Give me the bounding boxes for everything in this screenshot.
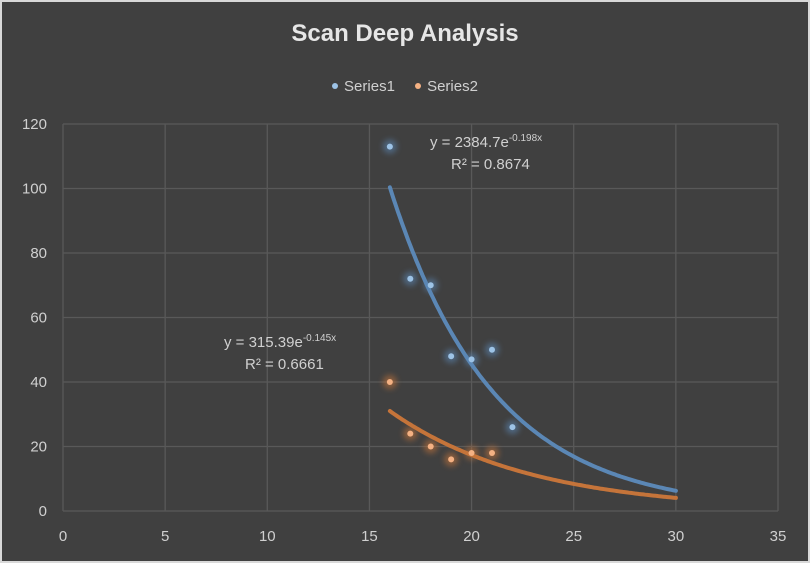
svg-text:0: 0 [59,528,67,545]
svg-text:120: 120 [22,116,47,133]
svg-text:0: 0 [39,503,47,520]
trendline-label-series1: y = 2384.7e-0.198x R² = 0.8674 [430,133,542,173]
series1-marker-icon [332,83,339,89]
svg-text:10: 10 [259,528,276,545]
legend-item-series1: Series1 [332,78,395,95]
svg-text:y = 2384.7e-0.198x: y = 2384.7e-0.198x [430,133,542,151]
svg-text:30: 30 [668,528,685,545]
svg-text:35: 35 [770,528,787,545]
x-axis-ticks: 0 5 10 15 20 25 30 35 [59,528,787,545]
svg-text:40: 40 [30,374,47,391]
chart-title: Scan Deep Analysis [291,20,519,47]
svg-text:80: 80 [30,245,47,262]
svg-text:R² = 0.6661: R² = 0.6661 [245,356,324,373]
data-points [382,139,520,467]
legend: Series1 Series2 [2,76,808,95]
legend-item-series2: Series2 [415,78,478,95]
svg-text:15: 15 [361,528,378,545]
legend-label-series2: Series2 [427,77,478,95]
svg-text:R² = 0.8674: R² = 0.8674 [451,156,530,173]
svg-text:25: 25 [565,528,582,545]
y-axis-ticks: 0 20 40 60 80 100 120 [22,116,47,520]
svg-text:5: 5 [161,528,169,545]
svg-text:20: 20 [30,439,47,456]
svg-text:100: 100 [22,181,47,198]
series2-marker-icon [415,83,422,89]
trendline-label-series2: y = 315.39e-0.145x R² = 0.6661 [224,333,336,373]
legend-label-series1: Series1 [344,77,395,95]
svg-text:20: 20 [463,528,480,545]
trendlines [387,185,678,500]
svg-text:60: 60 [30,310,47,327]
gridlines [62,123,779,512]
svg-text:y = 315.39e-0.145x: y = 315.39e-0.145x [224,333,336,351]
